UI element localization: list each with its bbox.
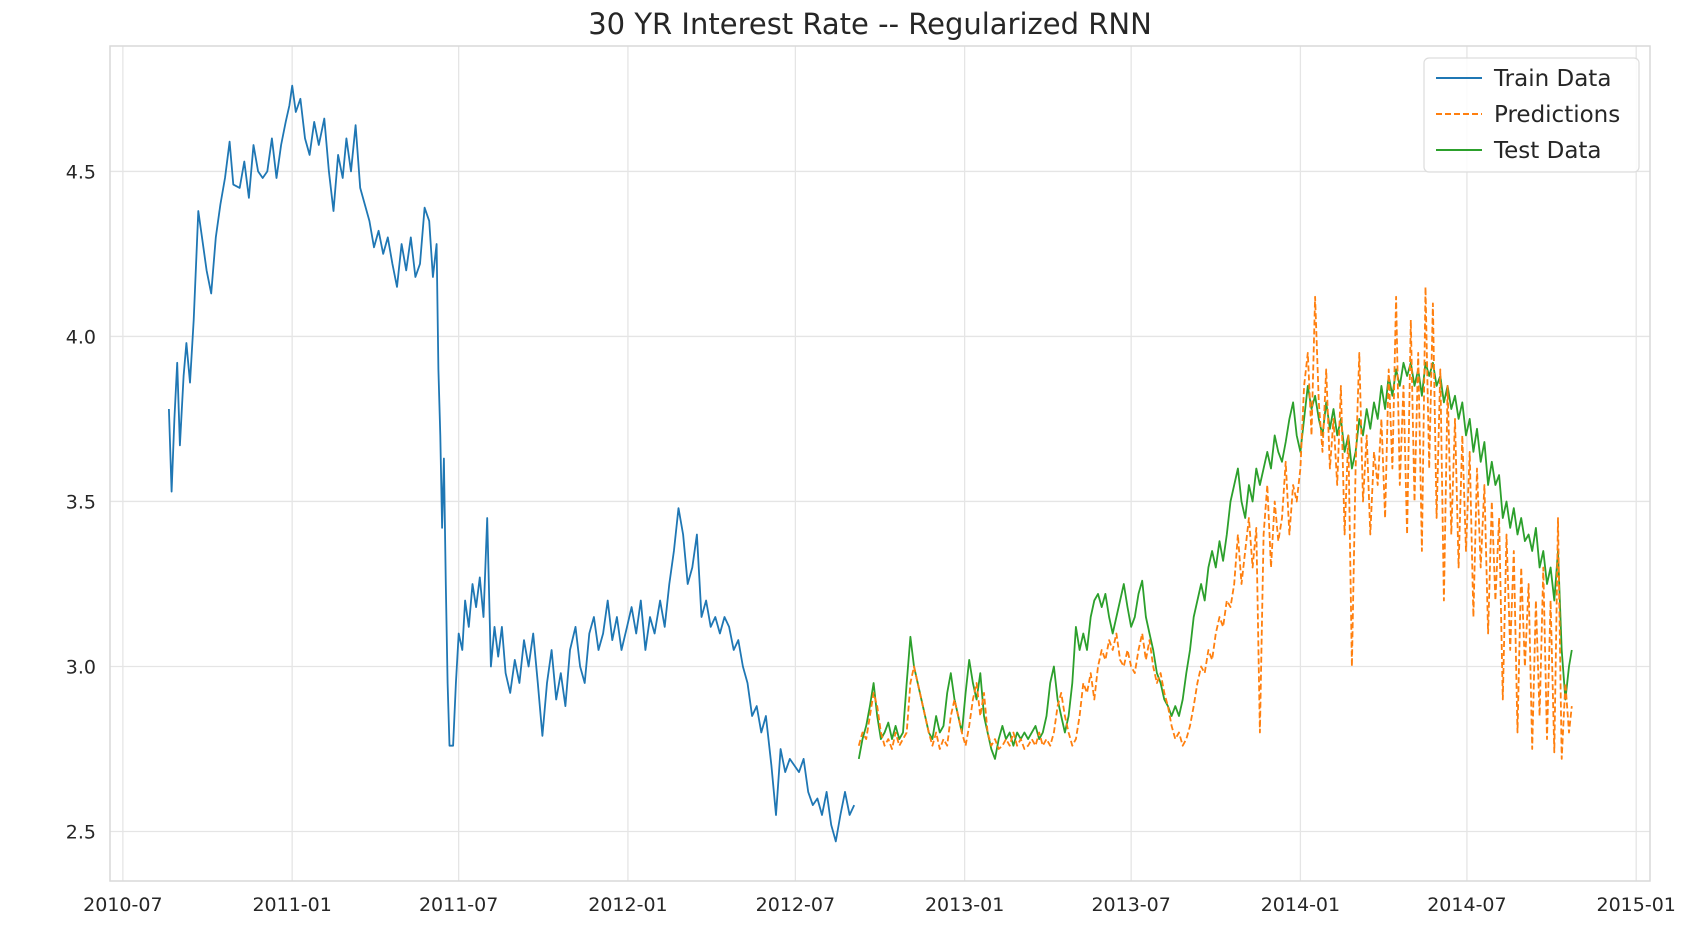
y-tick-label: 4.0	[66, 326, 96, 348]
series-line-train-data	[168, 84, 856, 843]
legend: Train Data Predictions Test Data	[1423, 57, 1640, 173]
x-tick-label: 2015-01	[1597, 894, 1676, 916]
x-tick-label: 2012-07	[756, 894, 835, 916]
tick-layer: 2010-07 2011-01 2011-07 2012-01 2012-07 2013-…	[66, 161, 1676, 916]
series-line-test-data	[857, 361, 1573, 760]
legend-label: Train Data	[1493, 66, 1611, 92]
x-tick-label: 2010-07	[83, 894, 162, 916]
x-tick-label: 2014-07	[1427, 894, 1506, 916]
x-tick-label: 2011-07	[419, 894, 498, 916]
legend-label: Predictions	[1494, 102, 1620, 128]
y-tick-label: 2.5	[66, 821, 96, 843]
grid-layer	[110, 46, 1650, 881]
x-tick-label: 2012-01	[588, 894, 667, 916]
plot-frame	[109, 45, 1651, 882]
series-layer	[168, 84, 1573, 843]
legend-box	[1423, 57, 1640, 173]
x-tick-label: 2014-01	[1261, 894, 1340, 916]
y-tick-label: 3.5	[66, 491, 96, 513]
x-tick-label: 2011-01	[252, 894, 331, 916]
legend-label: Test Data	[1493, 138, 1602, 164]
y-tick-label: 4.5	[66, 161, 96, 183]
x-tick-label: 2013-07	[1091, 894, 1170, 916]
series-line-predictions	[857, 286, 1573, 760]
chart-title: 30 YR Interest Rate -- Regularized RNN	[588, 7, 1152, 41]
y-tick-label: 3.0	[66, 656, 96, 678]
x-tick-label: 2013-01	[925, 894, 1004, 916]
